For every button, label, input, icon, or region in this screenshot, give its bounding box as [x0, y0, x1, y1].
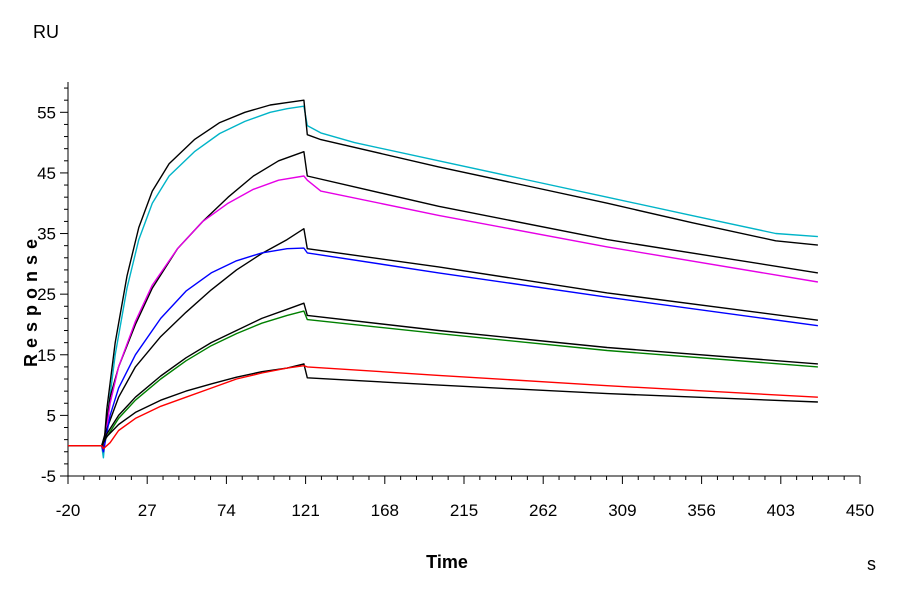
- y-tick-label: 15: [37, 346, 56, 365]
- series-line-2: [68, 99, 818, 453]
- y-tick-label: -5: [41, 467, 56, 486]
- x-tick-label: 403: [767, 501, 795, 520]
- x-tick-label: 168: [371, 501, 399, 520]
- x-tick-label: 262: [529, 501, 557, 520]
- y-tick-label: 25: [37, 285, 56, 304]
- y-unit-label: RU: [33, 22, 59, 42]
- x-tick-label: 74: [217, 501, 236, 520]
- x-tick-label: 356: [687, 501, 715, 520]
- series-line-7: [68, 302, 818, 447]
- series-line-1: [68, 105, 818, 459]
- y-tick-label: 5: [47, 406, 56, 425]
- x-tick-label: 309: [608, 501, 636, 520]
- x-unit-label: s: [867, 554, 876, 574]
- axes: -5 5 15 25 35 45 55 -20 27 74 121 168 215 262 309 356 40…: [37, 82, 874, 520]
- x-tick-label: 121: [291, 501, 319, 520]
- y-axis-title: Response: [21, 233, 41, 367]
- series-line-3: [68, 150, 819, 447]
- x-tick-label: 450: [846, 501, 874, 520]
- x-tick-label: -20: [56, 501, 81, 520]
- series-line-4: [68, 175, 819, 453]
- x-tick-label: 27: [138, 501, 157, 520]
- series-line-8: [68, 310, 818, 447]
- series-line-10: [68, 365, 818, 450]
- x-tick-label: 215: [450, 501, 478, 520]
- series-line-5: [68, 227, 818, 447]
- series-line-9: [68, 363, 818, 447]
- y-tick-label: 35: [37, 225, 56, 244]
- y-tick-label: 55: [37, 103, 56, 122]
- series-layer: [68, 99, 819, 459]
- y-tick-label: 45: [37, 164, 56, 183]
- series-line-6: [68, 247, 818, 453]
- x-axis-title: Time: [426, 552, 468, 572]
